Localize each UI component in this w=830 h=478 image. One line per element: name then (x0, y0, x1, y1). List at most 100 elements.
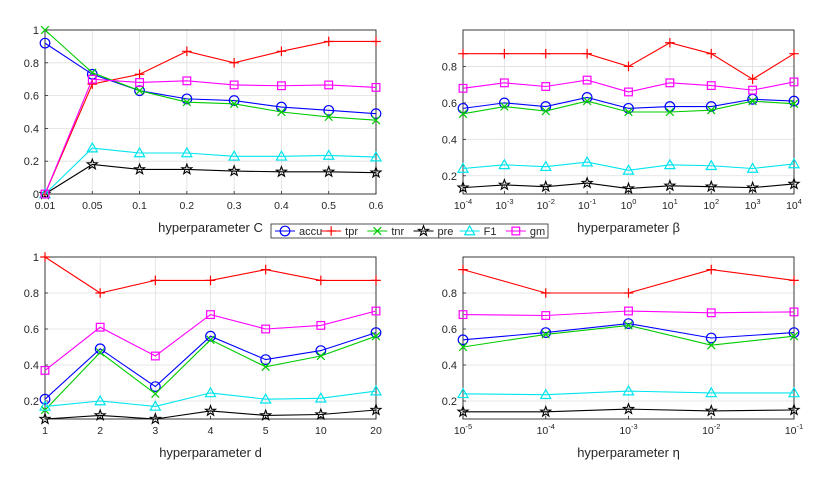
panel-1-x-tick-label-1: 10-3 (495, 197, 513, 212)
panel-3-series-gm-point-4 (789, 307, 799, 317)
panel-3-series-accu-point-4 (788, 327, 800, 339)
panel-0-series-tpr-point-1 (87, 79, 98, 89)
panel-2-series-pre-point-5 (314, 407, 328, 421)
panel-3-y-tick-label-3: 0.8 (442, 288, 457, 300)
panel-1-series-gm-point-3 (582, 75, 592, 85)
panel-3-series-tpr-point-1 (540, 288, 551, 298)
panel-3-series-gm-point-1 (541, 311, 551, 320)
panel-0-series-gm-point-6 (324, 80, 334, 90)
panel-1-series-pre-point-4 (621, 181, 636, 195)
panel-0-series-tpr-point-6 (323, 36, 334, 47)
legend-marker-F1 (463, 224, 476, 236)
panel-0: 0.01 0.05 0.1 0.2 0.3 0.4 0.5 0.6 0 0.2 0.4 0.6 0.8 1… (24, 25, 384, 235)
panel-1-y-tick-label-0: 0.2 (442, 171, 457, 183)
panel-1-series-pre-point-7 (746, 180, 760, 194)
panel-3-series-F1-point-2 (622, 384, 635, 396)
panel-2-x-tick-label-5: 10 (315, 425, 327, 437)
panel-2-series-pre-point-6 (369, 403, 383, 416)
panel-1-x-tick-label-0: 10-4 (454, 197, 472, 212)
panel-2-series-tnr-point-1 (95, 348, 105, 357)
panel-1-series-F1-point-1 (498, 158, 511, 170)
panel-3-series-tpr-point-4 (789, 275, 799, 286)
panel-0-series-F1-line (44, 147, 377, 195)
panel-1-series-gm-point-5 (665, 78, 675, 88)
panel-1-series-tnr-point-7 (748, 96, 757, 106)
panel-0-series-pre-point-3 (180, 162, 194, 175)
panel-0-plot-area (45, 30, 376, 194)
panel-0-x-tick-label-0: 0.01 (35, 200, 56, 212)
panel-2-x-tick-label-0: 1 (42, 425, 48, 437)
panel-2-series-F1-point-0 (38, 400, 52, 411)
panel-1-series-tnr-point-1 (500, 102, 509, 111)
panel-1-series-gm-point-1 (499, 78, 509, 88)
panel-0-series-pre-point-1 (85, 157, 99, 171)
panel-2: 1 2 3 4 5 10 20 0.2 0.4 0.6 0.8 1 hyperparameter d (24, 252, 383, 460)
panel-3-series-tnr-point-3 (706, 340, 716, 350)
legend-box (270, 223, 549, 239)
legend-label-F1: F1 (484, 226, 497, 238)
panel-2-x-tick-label-6: 20 (370, 425, 382, 437)
panel-2-x-tick-label-2: 3 (152, 425, 158, 437)
panel-3-series-pre-point-1 (539, 404, 553, 418)
panel-2-x-tick-label-3: 4 (208, 425, 214, 437)
panel-0-axes-box (44, 29, 377, 195)
panel-0-series-accu-point-7 (370, 108, 382, 120)
panel-2-series-F1-point-4 (259, 392, 272, 404)
panel-2-series-F1-point-6 (369, 384, 383, 396)
panel-3-series-pre-point-0 (456, 404, 470, 418)
panel-0-y-tick-label-4: 0.8 (24, 58, 39, 70)
panel-3-x-axis-label: hyperparameter η (577, 445, 680, 460)
panel-0-series-accu-point-0 (39, 37, 51, 49)
panel-2-y-tick-label-3: 0.8 (24, 288, 39, 300)
panel-2-series-accu-point-0 (39, 393, 51, 405)
panel-2-series-gm-point-3 (206, 310, 215, 320)
panel-1-series-gm-point-0 (458, 83, 468, 93)
panel-0-series-accu-point-4 (228, 95, 240, 106)
panel-2-y-tick-label-0: 0.2 (24, 396, 39, 408)
panel-3-x-tick-label-3: 10-2 (702, 422, 720, 437)
panel-2-series-accu-point-1 (94, 343, 106, 355)
panel-1-x-tick-label-4: 100 (621, 197, 637, 212)
panel-3-series-pre-point-3 (704, 403, 718, 417)
panel-0-series-tpr-point-3 (182, 46, 192, 57)
panel-2-series-gm-point-5 (316, 320, 326, 330)
panel-2-series-gm-point-2 (150, 351, 160, 361)
panel-3-series-tnr-point-4 (789, 331, 799, 341)
panel-1-series-accu-point-4 (623, 102, 634, 114)
panel-2-series-tnr-point-4 (261, 362, 270, 372)
panel-0-series-tnr-line (44, 29, 377, 121)
panel-1-series-gm-point-8 (789, 77, 799, 87)
panel-2-series-tpr-point-3 (205, 275, 216, 286)
panel-2-series-tnr-point-2 (151, 389, 160, 399)
legend-label-pre: pre (438, 226, 454, 238)
panel-3-series-gm-point-3 (706, 308, 716, 318)
panel-2-series-tpr-point-6 (371, 275, 381, 286)
panel-2-series-F1-point-5 (314, 392, 327, 403)
panel-2-series-pre-point-2 (148, 412, 162, 425)
panel-0-series-accu-line (44, 42, 377, 115)
panel-1-series-F1-point-6 (705, 159, 718, 171)
panel-3-series-tnr-point-2 (624, 321, 633, 330)
panel-0-series-gm-point-7 (371, 82, 381, 92)
panel-0-series-accu-point-3 (181, 93, 193, 105)
panel-1-series-accu-line (462, 96, 795, 109)
panel-2-series-pre-point-4 (259, 408, 273, 421)
panel-1-series-gm-point-6 (706, 81, 716, 91)
panel-0-series-tnr-point-2 (135, 86, 144, 95)
panel-3-x-tick-label-2: 10-3 (619, 422, 637, 437)
panel-1-x-tick-label-6: 102 (703, 197, 719, 212)
panel-1-series-tnr-point-5 (665, 107, 675, 117)
panel-1-series-F1-point-2 (539, 160, 552, 172)
panel-0-series-tpr-point-2 (134, 69, 145, 80)
panel-3-series-pre-point-4 (787, 403, 801, 416)
panel-0-x-tick-label-6: 0.5 (321, 200, 336, 212)
panel-1-series-pre-point-0 (456, 180, 470, 194)
panel-3-x-tick-label-4: 10-1 (785, 422, 803, 437)
panel-0-series-tpr-point-4 (229, 58, 239, 68)
panel-1-series-accu-point-3 (581, 92, 593, 103)
panel-3-series-gm-point-0 (458, 310, 468, 320)
panel-0-x-tick-label-2: 0.1 (132, 200, 147, 212)
panel-1-series-tpr-point-6 (706, 48, 717, 59)
panel-0-series-tnr-point-3 (182, 97, 192, 107)
panel-1-series-pre-point-6 (704, 179, 718, 193)
